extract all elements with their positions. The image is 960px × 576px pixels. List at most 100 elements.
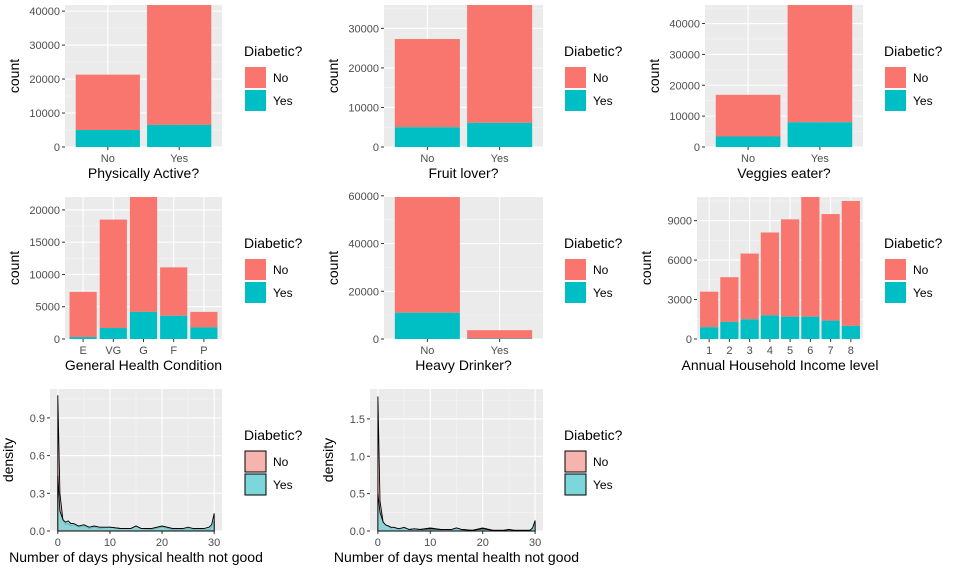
x-tick-label: E [79,345,86,357]
legend: Diabetic? No Yes [884,43,943,111]
x-tick-label: Yes [491,345,509,357]
bar-yes [801,316,820,339]
legend-key-no [565,259,586,280]
legend-key-yes [885,282,906,303]
x-tick-label: Yes [491,153,509,165]
bar-yes [160,315,188,339]
x-tick-label: 20 [156,537,168,549]
legend-key-yes [565,90,586,111]
bar-no [700,291,719,328]
x-tick-label: 0 [55,537,61,549]
x-tick-label: 1 [706,345,712,357]
bar-yes [715,136,781,147]
x-tick-label: No [741,153,755,165]
y-tick-label: 0.6 [30,451,45,463]
y-tick-label: 0 [373,142,379,154]
x-tick-label: VG [105,345,121,357]
bar-yes [394,312,460,339]
legend-label-no: No [593,71,609,85]
legend-key-yes [564,473,587,496]
y-axis-title: density [320,438,336,482]
legend-key-yes [565,282,586,303]
y-tick-label: 30000 [348,23,379,35]
legend-label-yes: Yes [593,286,613,300]
x-axis-title: Number of days physical health not good [9,549,263,565]
y-tick-label: 0.0 [30,526,45,538]
legend-title: Diabetic? [564,43,623,59]
bar-no [467,330,533,339]
bar-no [160,267,188,316]
bar-yes [720,321,739,339]
bar-no [394,197,460,313]
legend: Diabetic? No Yes [244,427,303,496]
bar-no [394,39,460,128]
y-tick-label: 30000 [29,40,60,52]
legend-key-no [245,259,266,280]
bar-no [99,219,127,329]
bar-yes [700,327,719,339]
legend-key-no [245,67,266,88]
legend-key-no [564,450,587,473]
x-tick-label: 20 [477,537,489,549]
bar-yes [821,320,840,339]
legend-label-yes: Yes [913,94,933,108]
density-area-yes [377,493,536,532]
x-axis-title: Heavy Drinker? [415,357,512,373]
y-axis-title: density [0,438,16,482]
x-tick-label: 30 [208,537,220,549]
legend-label-yes: Yes [593,94,613,108]
density-area-yes [57,475,215,532]
x-tick-label: 7 [828,345,834,357]
legend-title: Diabetic? [884,235,943,251]
legend-title: Diabetic? [244,427,303,443]
x-tick-label: 4 [767,345,773,357]
x-axis-title: Fruit lover? [428,165,498,181]
bar-no [715,94,781,137]
y-tick-label: 20000 [348,63,379,75]
bar-no [190,311,218,328]
y-tick-label: 0 [686,334,692,346]
legend-key-yes [244,473,267,496]
bar-yes [75,130,140,147]
x-axis-title: General Health Condition [65,357,222,373]
y-tick-label: 10000 [29,108,60,120]
legend: Diabetic? No Yes [244,235,303,303]
y-tick-label: 10000 [29,269,60,281]
legend-label-yes: Yes [273,286,293,300]
y-axis-title: count [325,251,341,285]
legend-key-yes [245,282,266,303]
bar-no [801,197,820,317]
y-tick-label: 0.3 [30,488,45,500]
y-tick-label: 6000 [668,255,692,267]
x-tick-label: 5 [787,345,793,357]
x-axis-title: Veggies eater? [737,165,831,181]
x-tick-label: No [420,153,434,165]
legend-label-no: No [593,263,609,277]
bar-no [467,5,533,123]
bar-yes [129,311,158,339]
x-tick-label: Yes [170,153,188,165]
y-tick-label: 9000 [668,216,692,228]
legend-label-no: No [913,71,929,85]
y-tick-label: 5000 [36,302,60,314]
bar-no [69,291,97,338]
y-axis-title: count [646,59,662,93]
legend: Diabetic? No Yes [564,43,623,111]
x-tick-label: 6 [807,345,813,357]
legend-label-yes: Yes [273,478,293,492]
bar-yes [740,319,759,339]
legend-label-no: No [593,455,609,469]
legend-label-no: No [273,71,289,85]
bar-yes [781,316,800,339]
bar-no [75,74,140,131]
y-tick-label: 10000 [348,102,379,114]
x-tick-label: 0 [375,537,381,549]
legend-label-yes: Yes [913,286,933,300]
